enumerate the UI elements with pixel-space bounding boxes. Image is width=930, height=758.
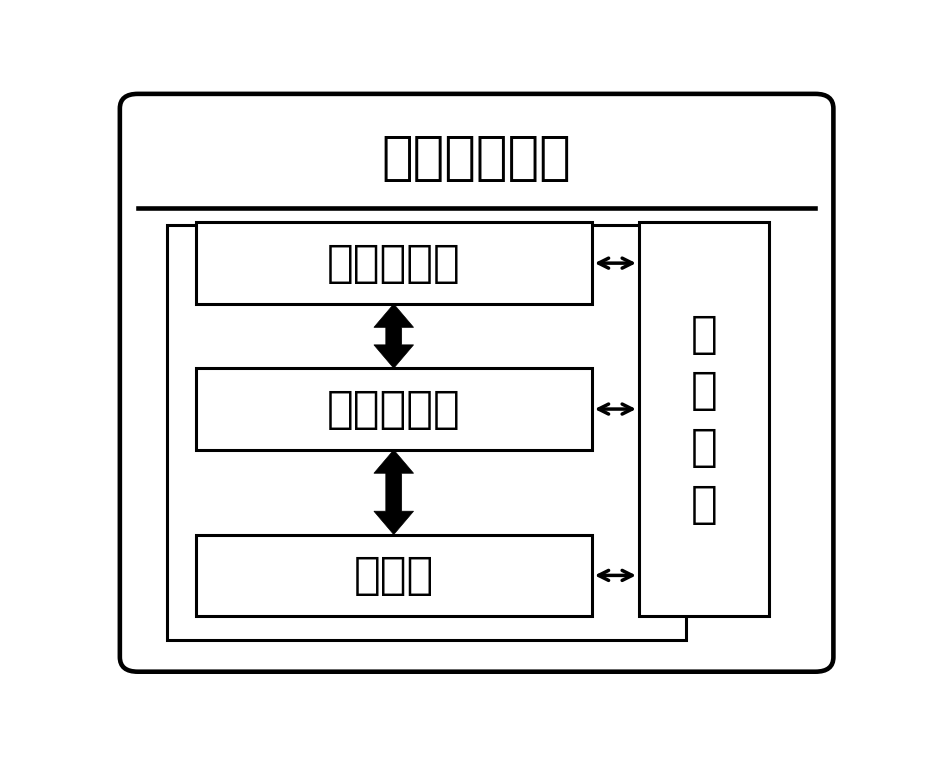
Bar [639, 222, 768, 616]
Text: 密钥应用层: 密钥应用层 [326, 242, 460, 285]
Polygon shape [374, 450, 414, 534]
Text: 量子层: 量子层 [353, 554, 434, 597]
Bar [195, 368, 592, 450]
Polygon shape [374, 304, 414, 368]
Text: 密钥管理层: 密钥管理层 [326, 387, 460, 431]
Text: 网
管
系
统: 网 管 系 统 [690, 313, 717, 525]
Bar [195, 222, 592, 304]
Bar [195, 534, 592, 616]
Text: 量子通信系统: 量子通信系统 [381, 132, 572, 184]
Bar [166, 225, 685, 640]
FancyBboxPatch shape [120, 94, 833, 672]
